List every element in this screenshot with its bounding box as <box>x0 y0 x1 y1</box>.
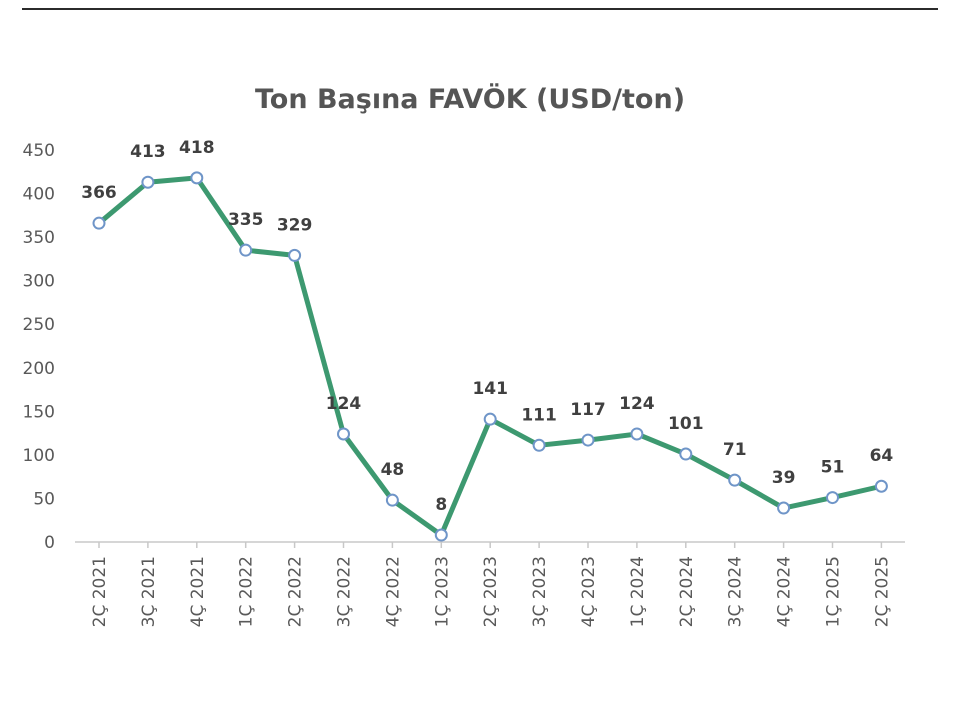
top-rule <box>22 8 938 10</box>
y-axis: 0 50 100 150 200 250 300 350 400 450 <box>23 141 55 553</box>
data-label: 366 <box>81 183 117 203</box>
y-tick-label: 250 <box>23 315 55 335</box>
x-tick-label: 2Ç 2025 <box>872 556 892 627</box>
data-point <box>630 427 644 441</box>
series-group <box>92 171 888 542</box>
y-tick-label: 150 <box>23 402 55 422</box>
data-point <box>141 175 155 189</box>
y-tick-label: 50 <box>33 489 55 509</box>
series-line <box>96 175 884 538</box>
data-label: 111 <box>521 405 557 425</box>
x-tick-label: 4Ç 2021 <box>188 556 208 627</box>
data-label: 39 <box>772 468 796 488</box>
x-axis: 2Ç 2021 3Ç 2021 4Ç 2021 1Ç 2022 2Ç 2022 3Ç 20… <box>90 542 892 627</box>
x-tick-label: 1Ç 2022 <box>237 556 257 627</box>
y-tick-label: 0 <box>44 533 55 553</box>
y-tick-label: 400 <box>23 185 55 205</box>
data-label: 124 <box>326 394 362 414</box>
data-label: 48 <box>381 460 405 480</box>
data-point <box>777 501 791 515</box>
data-label: 413 <box>130 142 166 162</box>
data-point <box>581 433 595 447</box>
y-tick-label: 450 <box>23 141 55 161</box>
data-label: 418 <box>179 138 215 158</box>
data-point <box>288 248 302 262</box>
data-labels: 366 413 418 335 329 124 48 8 141 111 117 124 101 71 39… <box>81 138 893 515</box>
x-tick-label: 2Ç 2021 <box>90 556 110 627</box>
data-label: 101 <box>668 414 704 434</box>
x-tick-label: 4Ç 2023 <box>579 556 599 627</box>
data-point <box>337 427 350 441</box>
y-tick-label: 350 <box>23 228 55 248</box>
y-tick-label: 300 <box>23 272 55 292</box>
x-tick-label: 2Ç 2023 <box>481 556 501 627</box>
data-label: 64 <box>870 446 894 466</box>
data-label: 141 <box>472 379 508 399</box>
x-tick-label: 1Ç 2024 <box>628 556 648 627</box>
data-point <box>679 447 693 461</box>
x-tick-label: 2Ç 2024 <box>677 556 697 627</box>
data-label: 335 <box>228 210 264 230</box>
data-label: 124 <box>619 394 655 414</box>
x-tick-label: 1Ç 2025 <box>824 556 844 627</box>
data-point <box>874 479 888 493</box>
x-tick-label: 2Ç 2022 <box>286 556 306 627</box>
data-point <box>239 243 253 257</box>
data-label: 329 <box>277 215 313 235</box>
x-tick-label: 3Ç 2024 <box>726 556 746 627</box>
data-label: 51 <box>821 458 845 478</box>
y-tick-label: 100 <box>23 446 55 466</box>
x-tick-label: 3Ç 2021 <box>139 556 159 627</box>
data-point <box>190 171 204 185</box>
y-tick-label: 200 <box>23 359 55 379</box>
x-tick-label: 3Ç 2023 <box>530 556 550 627</box>
data-point <box>532 438 546 452</box>
x-tick-label: 4Ç 2022 <box>383 556 403 627</box>
data-point <box>483 412 497 426</box>
x-tick-label: 1Ç 2023 <box>432 556 452 627</box>
data-point <box>92 216 106 230</box>
chart-title: Ton Başına FAVÖK (USD/ton) <box>255 82 685 115</box>
x-tick-label: 4Ç 2024 <box>775 556 795 627</box>
data-point <box>434 528 448 542</box>
data-point <box>728 473 742 487</box>
x-tick-label: 3Ç 2022 <box>335 556 355 627</box>
data-label: 8 <box>435 495 447 515</box>
data-label: 117 <box>570 400 606 420</box>
data-label: 71 <box>723 440 747 460</box>
data-point <box>385 493 399 507</box>
data-point <box>826 491 839 505</box>
